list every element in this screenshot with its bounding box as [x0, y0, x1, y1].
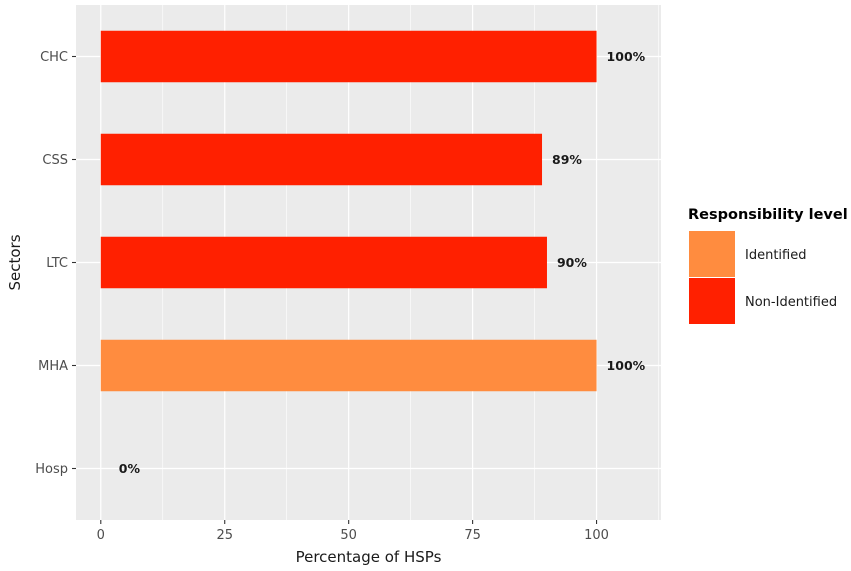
legend-label-identified: Identified [745, 248, 806, 263]
y-tick-label-hosp: Hosp [35, 462, 68, 477]
y-tick-label-chc: CHC [40, 50, 68, 65]
bar-chc [100, 30, 597, 83]
bars [100, 30, 597, 392]
data-labels: 100% 89% 90% 100% 0% [119, 49, 646, 476]
x-tick-label-75: 75 [464, 528, 481, 543]
bar-css [100, 133, 543, 186]
y-tick-label-mha: MHA [38, 359, 68, 374]
data-label-css: 89% [552, 152, 582, 167]
data-label-ltc: 90% [557, 255, 587, 270]
bar-ltc [100, 236, 547, 289]
legend: Responsibility level Identified Non-Ident… [688, 207, 848, 324]
y-tick-label-ltc: LTC [46, 256, 68, 271]
legend-label-non-identified: Non-Identified [745, 295, 837, 310]
legend-title: Responsibility level [688, 207, 848, 223]
x-tick-label-100: 100 [584, 528, 609, 543]
legend-swatch-identified [689, 231, 735, 277]
x-tick-label-0: 0 [97, 528, 105, 543]
x-axis: 0 25 50 75 100 [97, 520, 609, 543]
x-tick-label-25: 25 [216, 528, 233, 543]
data-label-hosp: 0% [119, 461, 141, 476]
y-tick-label-css: CSS [42, 153, 68, 168]
bar-mha [100, 339, 597, 392]
data-label-chc: 100% [607, 49, 646, 64]
x-tick-label-50: 50 [340, 528, 357, 543]
y-axis-title: Sectors [6, 234, 24, 290]
x-axis-title: Percentage of HSPs [296, 548, 442, 566]
y-axis: CHC CSS LTC MHA Hosp [35, 50, 76, 477]
data-label-mha: 100% [607, 358, 646, 373]
legend-swatch-non-identified [689, 278, 735, 324]
